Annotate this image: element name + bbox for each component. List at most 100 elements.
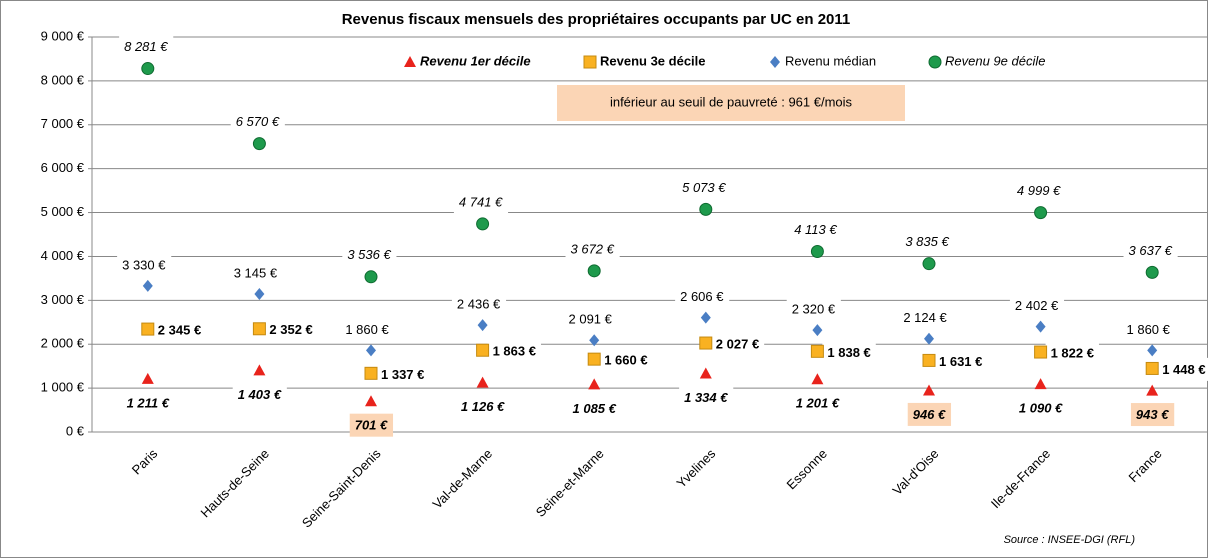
y-tick-label: 4 000 € [41,248,85,263]
highlight-box [1130,403,1175,427]
label-background [677,175,732,199]
y-tick-label: 0 € [66,423,85,438]
marker [142,279,153,292]
annotation: inférieur au seuil de pauvreté : 961 €/m… [610,94,853,109]
label-background [455,395,511,419]
label-background [822,340,876,364]
label-background [934,349,988,373]
label-background [487,339,541,363]
value-label: 3 835 € [905,234,949,249]
value-label: 2 091 € [569,312,613,327]
label-background [230,110,285,134]
y-tick-label: 8 000 € [41,72,85,87]
marker [1035,320,1046,333]
value-label: 943 € [1136,407,1169,422]
chart-title: Revenus fiscaux mensuels des propriétair… [342,11,851,28]
value-label: 2 352 € [269,322,312,337]
value-label: 3 637 € [1129,243,1173,258]
marker [699,367,712,379]
value-label: 2 402 € [1015,298,1059,313]
marker [1145,265,1159,279]
value-label: 1 863 € [493,344,536,359]
value-label: 946 € [913,407,946,422]
marker [812,324,823,337]
value-label: 1 403 € [238,387,282,402]
label-background [563,307,618,331]
label-background [453,190,509,214]
marker [476,217,490,231]
marker [587,264,601,278]
marker [923,384,935,396]
legend-label: Revenu 9e décile [945,53,1045,68]
y-tick-label: 7 000 € [41,116,85,131]
label-background [1123,238,1178,262]
value-label: 2 320 € [792,302,836,317]
value-label: 3 672 € [571,241,615,256]
label-background [679,385,734,409]
label-background [900,230,955,254]
value-label: 2 436 € [457,297,501,312]
y-tick-label: 6 000 € [41,160,85,175]
value-label: 1 822 € [1051,345,1094,360]
marker [588,378,601,390]
value-label: 5 073 € [682,180,726,195]
y-tick-label: 9 000 € [41,28,85,43]
legend-label: Revenu 1er décile [420,53,531,68]
label-background [228,261,283,285]
value-label: 701 € [355,418,388,433]
value-label: 1 337 € [381,367,424,382]
value-label: 4 113 € [794,222,837,237]
marker [364,270,378,284]
value-label: 3 330 € [122,257,166,272]
legend-label: Revenu médian [785,53,876,68]
label-background [152,318,207,342]
marker [924,332,934,345]
marker [922,257,936,271]
marker [589,334,600,347]
label-background [342,243,397,267]
value-label: 1 090 € [1019,401,1063,416]
value-label: 1 660 € [604,353,647,368]
marker [477,319,488,332]
value-label: 4 741 € [459,194,503,209]
value-label: 1 334 € [684,390,728,405]
label-background [264,318,318,342]
label-background [232,382,287,406]
y-tick-label: 5 000 € [41,204,85,219]
value-label: 6 570 € [236,114,280,129]
annotation-box [557,85,905,121]
marker [254,287,265,300]
label-background [786,297,841,321]
value-label: 1 085 € [573,401,617,416]
value-label: 2 345 € [158,323,201,338]
highlight-box [349,413,394,437]
marker [699,202,713,216]
y-tick-label: 2 000 € [41,336,85,351]
value-label: 3 536 € [347,247,391,262]
marker [252,322,266,336]
marker [699,336,713,350]
marker [141,372,154,384]
label-background [119,34,174,58]
value-label: 1 448 € [1162,362,1205,377]
label-background [1013,396,1069,420]
y-tick-label: 1 000 € [41,380,85,395]
marker [1034,378,1047,390]
label-background [121,391,175,415]
value-label: 1 860 € [345,322,389,337]
label-background [451,292,507,316]
label-background [1011,179,1067,203]
marker [141,322,155,336]
marker [1147,344,1158,357]
label-background [1157,357,1208,381]
value-label: 1 860 € [1127,322,1171,337]
label-background [710,332,765,356]
value-label: 8 281 € [124,39,168,54]
marker [583,55,597,69]
value-label: 2 027 € [716,336,759,351]
label-background [567,396,622,420]
value-label: 1 211 € [127,395,170,410]
value-label: 1 126 € [461,399,505,414]
label-background [565,237,620,261]
